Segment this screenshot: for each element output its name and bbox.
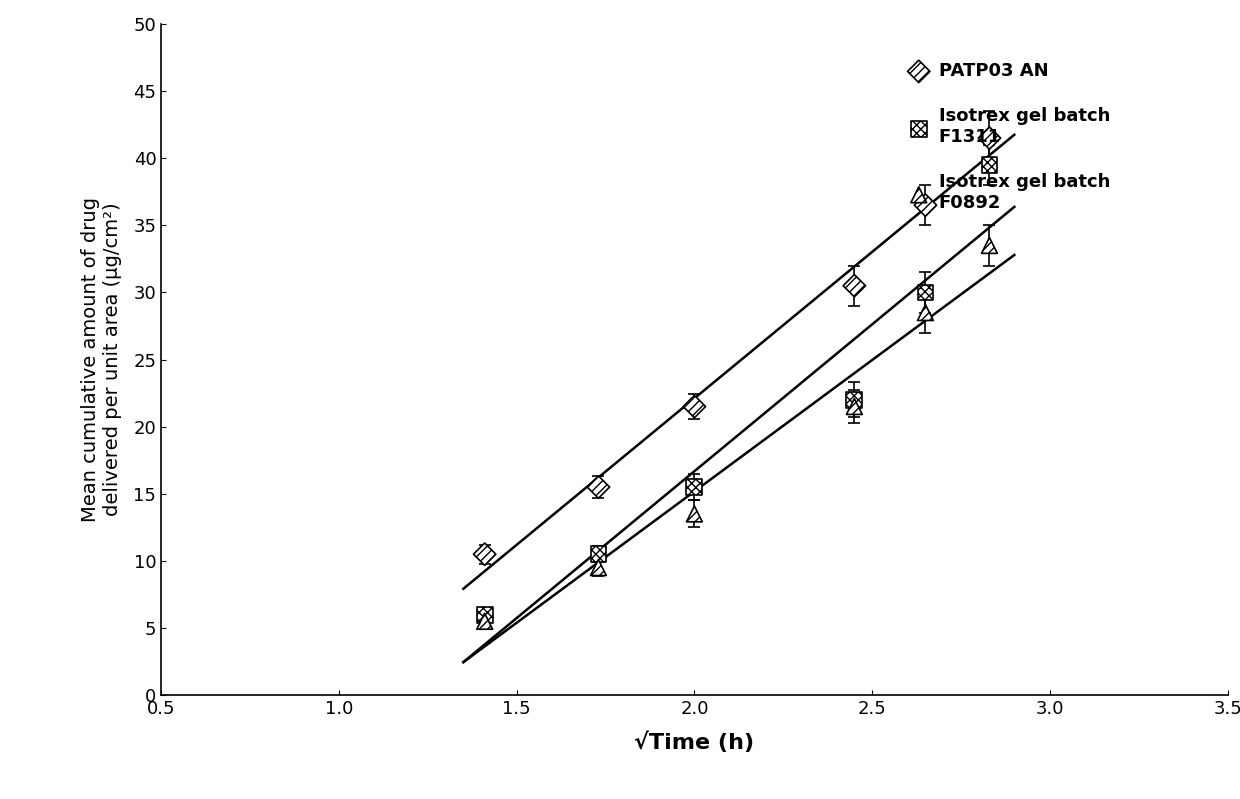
Point [844, 393, 864, 406]
Legend: PATP03 AN, Isotrex gel batch
F1311, Isotrex gel batch
F0892: PATP03 AN, Isotrex gel batch F1311, Isot… [900, 53, 1118, 221]
Point [844, 400, 864, 413]
Point [915, 306, 935, 319]
Y-axis label: Mean cumulative amount of drug
delivered per unit area (μg/cm²): Mean cumulative amount of drug delivered… [82, 197, 123, 522]
Point [684, 481, 704, 494]
Point [980, 132, 999, 145]
Point [475, 608, 495, 621]
X-axis label: √Time (h): √Time (h) [635, 732, 754, 753]
Point [980, 239, 999, 252]
Point [844, 280, 864, 292]
Point [589, 548, 609, 561]
Point [915, 286, 935, 299]
Point [684, 400, 704, 413]
Point [684, 507, 704, 520]
Point [475, 615, 495, 628]
Point [589, 481, 609, 494]
Point [589, 561, 609, 574]
Point [980, 158, 999, 171]
Point [475, 548, 495, 561]
Point [915, 199, 935, 212]
